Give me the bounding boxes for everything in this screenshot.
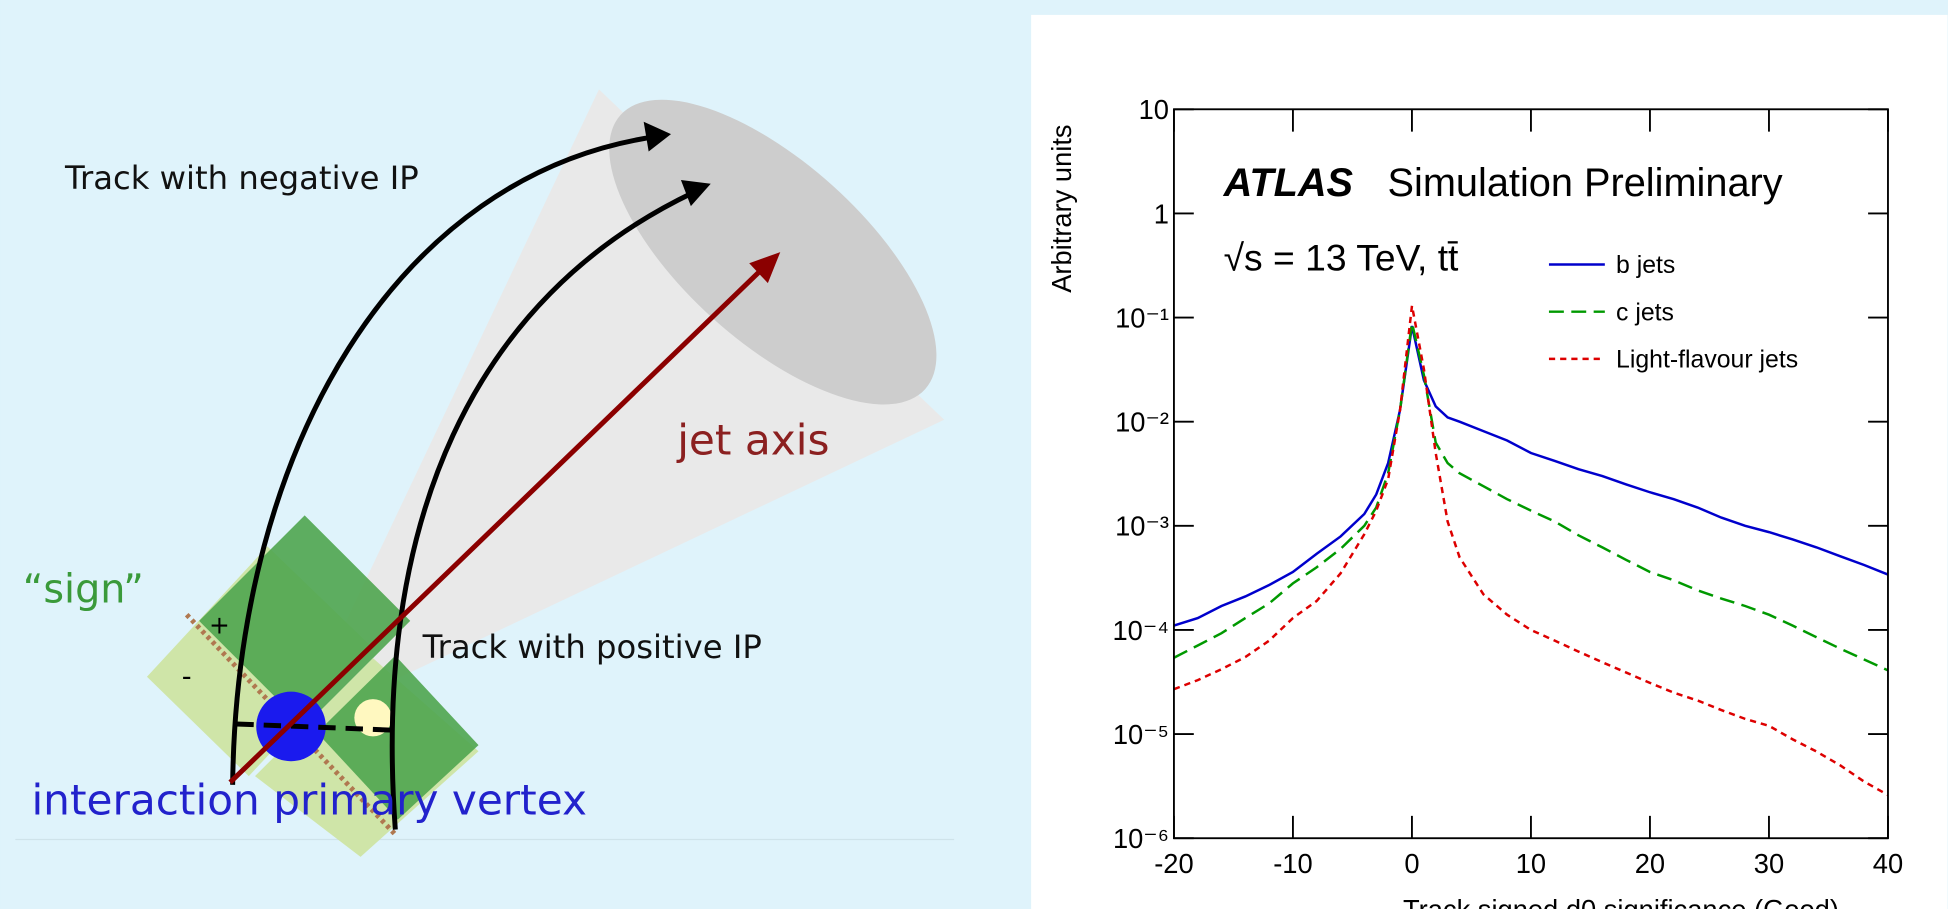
x-tick-label: 0 bbox=[1404, 848, 1419, 879]
series-line bbox=[1173, 322, 1889, 672]
series-line bbox=[1173, 325, 1889, 627]
x-axis-label: Track signed d0 significance (Good) bbox=[1403, 894, 1839, 909]
label: - bbox=[182, 661, 192, 692]
y-tick-label: 10⁻² bbox=[1115, 407, 1169, 438]
arrow-head bbox=[680, 180, 711, 207]
legend-label: Light-flavour jets bbox=[1616, 347, 1798, 374]
legend-label: b jets bbox=[1616, 252, 1675, 279]
y-axis-label: Arbitrary units bbox=[1046, 124, 1077, 292]
x-tick-label: -20 bbox=[1154, 848, 1193, 879]
label: interaction primary vertex bbox=[31, 776, 586, 825]
x-tick-label: 10 bbox=[1516, 848, 1546, 879]
y-tick-label: 10⁻¹ bbox=[1115, 302, 1169, 333]
label: “sign” bbox=[23, 566, 144, 612]
annotation: √s = 13 TeV, tt̄ bbox=[1224, 237, 1459, 279]
legend-label: c jets bbox=[1616, 299, 1674, 326]
y-tick-label: 10⁻⁵ bbox=[1113, 719, 1169, 750]
chart: ATLAS Simulation Preliminary √s = 13 TeV… bbox=[1046, 94, 1903, 909]
series-line bbox=[1173, 305, 1889, 797]
arrow-head bbox=[749, 252, 781, 284]
sign-region-dark bbox=[317, 655, 479, 820]
x-tick-label: 40 bbox=[1873, 848, 1903, 879]
cone-base bbox=[609, 99, 937, 405]
y-tick-label: 10⁻³ bbox=[1115, 511, 1169, 542]
y-tick-label: 10 bbox=[1139, 94, 1169, 125]
x-tick-label: 30 bbox=[1754, 848, 1784, 879]
label: Track with negative IP bbox=[64, 159, 419, 197]
x-tick-label: -10 bbox=[1273, 848, 1312, 879]
y-tick-label: 10⁻⁶ bbox=[1113, 823, 1169, 854]
label: Track with positive IP bbox=[422, 628, 762, 666]
label: jet axis bbox=[676, 416, 829, 465]
chart-title: Simulation Preliminary bbox=[1388, 161, 1783, 205]
y-tick-label: 1 bbox=[1154, 198, 1169, 229]
x-tick-label: 20 bbox=[1635, 848, 1665, 879]
arrow-head bbox=[643, 121, 671, 152]
ip-diagram: Track with negative IP jet axis “sign” +… bbox=[23, 89, 945, 857]
label: + bbox=[209, 610, 230, 639]
y-tick-label: 10⁻⁴ bbox=[1112, 615, 1169, 646]
negative-track bbox=[230, 134, 657, 785]
jet-axis bbox=[228, 268, 763, 785]
chart-panel bbox=[1031, 14, 1948, 909]
ip-marker bbox=[354, 699, 392, 737]
positive-track bbox=[389, 190, 695, 830]
experiment-label: ATLAS bbox=[1223, 161, 1354, 205]
